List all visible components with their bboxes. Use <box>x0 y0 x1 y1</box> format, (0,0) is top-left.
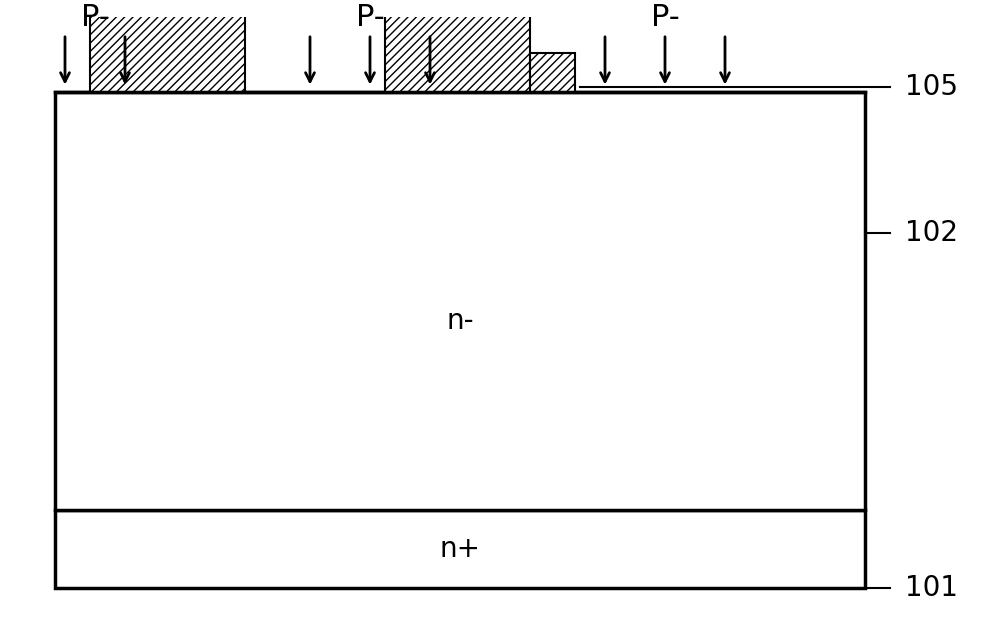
Bar <box>385 15 530 92</box>
Text: 102: 102 <box>905 219 958 247</box>
Text: P-: P- <box>651 3 679 32</box>
Text: 101: 101 <box>905 574 958 602</box>
Bar <box>90 15 245 92</box>
Text: P-: P- <box>81 3 109 32</box>
Bar <box>55 511 865 588</box>
Text: P-: P- <box>356 3 384 32</box>
Text: 105: 105 <box>905 73 958 102</box>
Bar <box>55 92 865 511</box>
Text: n-: n- <box>446 307 474 335</box>
Bar <box>530 54 575 92</box>
Text: n+: n+ <box>439 535 480 563</box>
